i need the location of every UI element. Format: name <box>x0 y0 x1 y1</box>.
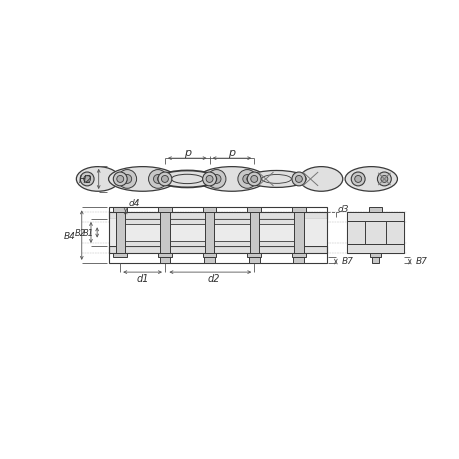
Circle shape <box>291 173 305 186</box>
Circle shape <box>237 170 256 189</box>
Circle shape <box>380 176 387 183</box>
Bar <box>258 241 294 246</box>
Bar <box>247 253 261 258</box>
Ellipse shape <box>76 167 119 192</box>
Text: B7: B7 <box>415 256 427 265</box>
Bar <box>108 219 326 246</box>
Text: B1: B1 <box>83 229 94 237</box>
Bar <box>291 208 305 213</box>
Polygon shape <box>386 222 403 244</box>
Bar <box>258 219 294 225</box>
Circle shape <box>153 175 162 184</box>
Bar <box>368 208 381 213</box>
Circle shape <box>80 173 94 186</box>
Bar <box>108 213 326 219</box>
Circle shape <box>242 175 251 184</box>
Circle shape <box>118 170 136 189</box>
Circle shape <box>247 173 261 186</box>
Circle shape <box>113 173 127 186</box>
Bar <box>157 208 172 213</box>
Bar <box>214 241 249 246</box>
Bar <box>157 253 172 258</box>
Bar <box>347 244 403 253</box>
Bar <box>291 253 305 258</box>
Bar <box>202 208 216 213</box>
Bar <box>108 246 326 253</box>
Polygon shape <box>347 222 364 244</box>
Text: B7: B7 <box>341 256 353 265</box>
Bar <box>249 213 258 253</box>
Bar <box>202 253 216 258</box>
Circle shape <box>161 176 168 183</box>
Bar <box>347 213 403 222</box>
Text: d1: d1 <box>136 274 149 284</box>
Text: H2: H2 <box>79 174 92 185</box>
Ellipse shape <box>108 167 176 192</box>
Ellipse shape <box>299 167 342 192</box>
Circle shape <box>117 176 123 183</box>
Bar <box>169 219 205 225</box>
Circle shape <box>207 170 225 189</box>
Bar <box>355 222 396 244</box>
Ellipse shape <box>246 171 305 188</box>
Text: B2: B2 <box>75 229 86 237</box>
Ellipse shape <box>344 167 397 192</box>
Bar <box>124 241 160 246</box>
Bar <box>204 258 214 263</box>
Bar <box>214 219 249 225</box>
Bar <box>205 213 214 253</box>
Bar <box>293 258 303 263</box>
Bar <box>113 208 127 213</box>
Bar <box>371 258 379 263</box>
Text: d4: d4 <box>129 198 140 207</box>
Circle shape <box>354 176 361 183</box>
Text: p: p <box>183 148 190 157</box>
Bar <box>124 219 160 225</box>
Bar <box>369 253 380 258</box>
Circle shape <box>295 176 302 183</box>
Text: d3: d3 <box>336 204 348 213</box>
Ellipse shape <box>158 171 216 188</box>
Bar <box>115 213 124 253</box>
Circle shape <box>157 173 172 186</box>
Circle shape <box>250 176 257 183</box>
Circle shape <box>202 173 216 186</box>
Bar <box>247 208 261 213</box>
Bar <box>159 258 170 263</box>
Circle shape <box>351 173 364 186</box>
Circle shape <box>123 175 131 184</box>
Text: d2: d2 <box>207 274 219 284</box>
Ellipse shape <box>197 167 265 192</box>
Circle shape <box>206 176 213 183</box>
Text: B4: B4 <box>64 231 75 240</box>
Bar <box>113 253 127 258</box>
Bar <box>108 208 326 263</box>
Bar <box>294 213 303 253</box>
Bar <box>347 213 403 253</box>
Circle shape <box>377 173 391 186</box>
Bar <box>169 241 205 246</box>
Bar <box>248 258 259 263</box>
Circle shape <box>84 176 90 183</box>
Circle shape <box>148 170 167 189</box>
Circle shape <box>212 175 220 184</box>
Bar <box>160 213 169 253</box>
Text: p: p <box>228 148 235 157</box>
